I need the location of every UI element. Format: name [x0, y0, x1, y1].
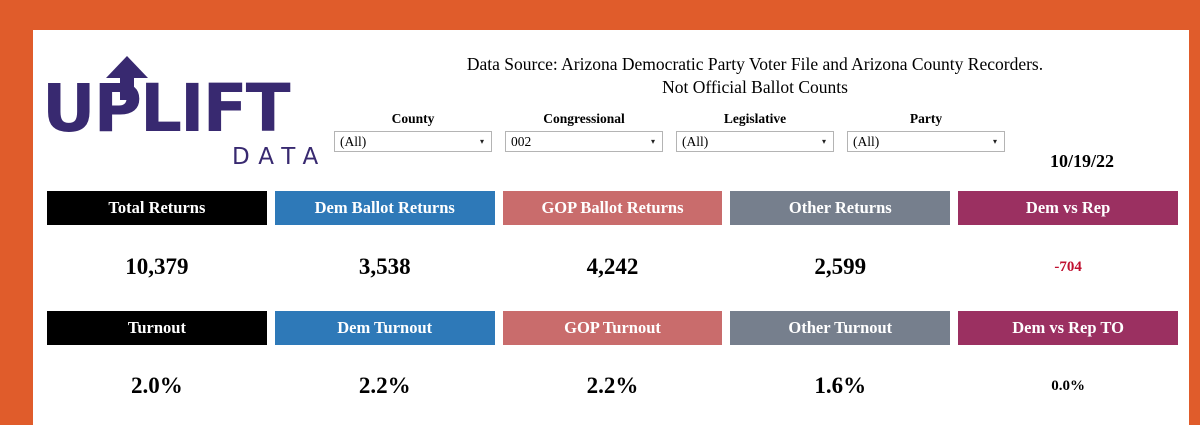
total-returns-header: Total Returns [47, 191, 267, 225]
total-returns-value: 10,379 [125, 254, 189, 279]
county-dropdown[interactable]: (All) ▾ [334, 131, 492, 152]
other-turnout-header: Other Turnout [730, 311, 951, 345]
chevron-down-icon[interactable]: ▾ [821, 137, 826, 146]
legislative-dropdown-value: (All) [682, 133, 709, 149]
gop-ballot-returns-header: GOP Ballot Returns [502, 191, 723, 225]
uplift-logo: UPLIFT DATA [40, 52, 330, 172]
logo-title: UPLIFT [42, 70, 291, 147]
county-dropdown-value: (All) [340, 133, 367, 149]
dem-ballot-returns-header: Dem Ballot Returns [274, 191, 495, 225]
dem-turnout-value: 2.2% [358, 373, 411, 398]
gop-turnout-header: GOP Turnout [502, 311, 723, 345]
dem-vs-rep-header: Dem vs Rep [958, 191, 1178, 225]
returns-value-row: 10,379 3,538 4,242 2,599 -704 [47, 249, 1178, 285]
turnout-header: Turnout [47, 311, 267, 345]
county-filter-label: County [391, 111, 435, 126]
dem-vs-rep-to-header: Dem vs Rep TO [958, 311, 1178, 345]
filter-bar: County (All) ▾ Congressional 002 ▾ Legis… [334, 110, 1005, 152]
other-returns-header: Other Returns [730, 191, 951, 225]
dem-turnout-header: Dem Turnout [274, 311, 495, 345]
gop-turnout-value: 2.2% [586, 373, 639, 398]
turnout-value: 2.0% [131, 373, 183, 398]
chevron-down-icon[interactable]: ▾ [992, 137, 997, 146]
dem-ballot-returns-value: 3,538 [358, 254, 411, 279]
dem-vs-rep-to-value: 0.0% [1051, 377, 1085, 394]
party-filter-label: Party [909, 111, 943, 126]
gop-ballot-returns-value: 4,242 [586, 254, 639, 279]
legislative-dropdown[interactable]: (All) ▾ [676, 131, 834, 152]
frame-left-band [0, 0, 33, 425]
party-dropdown[interactable]: (All) ▾ [847, 131, 1005, 152]
chevron-down-icon[interactable]: ▾ [650, 137, 655, 146]
up-arrow-icon [106, 56, 148, 100]
logo-subtitle: DATA [232, 144, 328, 170]
legislative-filter-label: Legislative [723, 111, 787, 126]
frame-right-band [1189, 0, 1200, 425]
filter-legislative: Legislative (All) ▾ [676, 110, 834, 152]
other-turnout-value: 1.6% [814, 373, 867, 398]
chevron-down-icon[interactable]: ▾ [479, 137, 484, 146]
dem-vs-rep-value: -704 [1054, 258, 1082, 275]
filter-congressional: Congressional 002 ▾ [505, 110, 663, 152]
data-source-line1: Data Source: Arizona Democratic Party Vo… [466, 54, 1044, 74]
congressional-dropdown-value: 002 [511, 133, 532, 149]
other-returns-value: 2,599 [814, 254, 867, 279]
frame-top-band [0, 0, 1200, 30]
data-source-note: Data Source: Arizona Democratic Party Vo… [430, 53, 1080, 99]
date-label: 10/19/22 [1049, 151, 1114, 171]
congressional-dropdown[interactable]: 002 ▾ [505, 131, 663, 152]
data-source-line2: Not Official Ballot Counts [662, 77, 848, 97]
turnout-header-row: Turnout Dem Turnout GOP Turnout Other Tu… [47, 311, 1178, 345]
returns-header-row: Total Returns Dem Ballot Returns GOP Bal… [47, 191, 1178, 225]
filter-party: Party (All) ▾ [847, 110, 1005, 152]
filter-county: County (All) ▾ [334, 110, 492, 152]
congressional-filter-label: Congressional [543, 111, 625, 126]
party-dropdown-value: (All) [853, 133, 880, 149]
turnout-value-row: 2.0% 2.2% 2.2% 1.6% 0.0% [47, 368, 1178, 404]
